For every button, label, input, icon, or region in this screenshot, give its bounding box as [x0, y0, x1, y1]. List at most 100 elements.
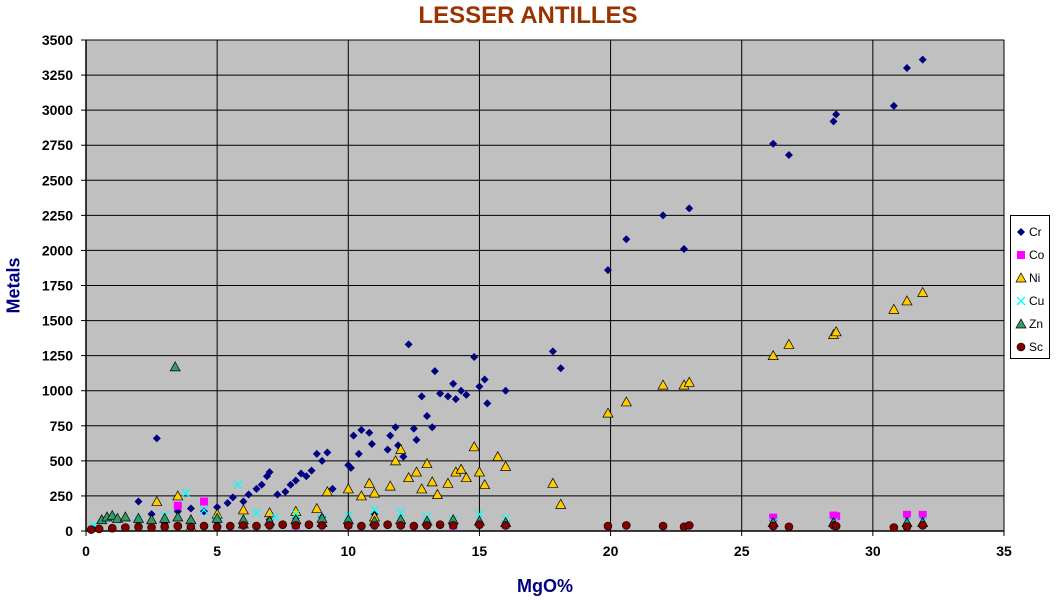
point-sc [918, 521, 927, 530]
point-sc [304, 520, 314, 529]
point-zn [172, 511, 184, 522]
point-ni [442, 477, 454, 488]
point-ni [767, 349, 779, 360]
point-cr [213, 503, 222, 512]
point-ni [431, 488, 444, 499]
legend-marker-zn-icon [1015, 317, 1027, 328]
legend-marker-cu-icon [1016, 296, 1026, 305]
point-ni [657, 379, 669, 390]
point-sc [902, 522, 912, 532]
point-sc [199, 521, 209, 531]
legend-marker [1016, 342, 1026, 351]
y-tick-label: 2750 [42, 137, 73, 153]
point-ni [384, 480, 396, 491]
point-ni [368, 487, 381, 498]
y-tick-label: 3000 [42, 102, 73, 118]
point-sc [831, 521, 841, 531]
point-sc [768, 521, 778, 531]
point-cr [622, 235, 631, 244]
point-sc [343, 521, 353, 530]
legend-marker-sc-icon [1016, 342, 1026, 351]
point-ni [426, 476, 438, 487]
point-cr [475, 382, 484, 391]
legend-item-zn: Zn [1011, 312, 1049, 335]
y-tick-label: 750 [50, 418, 74, 434]
y-tick-label: 250 [50, 488, 74, 504]
point-cr [273, 490, 282, 499]
point-sc [107, 523, 117, 533]
point-cr [297, 469, 306, 478]
point-ni [410, 466, 423, 477]
point-sc [265, 521, 274, 530]
y-axis-label: Metals [3, 257, 24, 314]
y-tick-label: 1500 [42, 313, 73, 329]
x-tick-label: 15 [472, 543, 488, 559]
point-sc [252, 521, 261, 531]
point-sc [134, 522, 143, 532]
point-ni [492, 450, 504, 461]
legend-label: Sc [1029, 339, 1044, 354]
point-sc [658, 521, 668, 531]
point-co [173, 501, 182, 510]
point-ni [620, 396, 632, 407]
y-tick-label: 2500 [42, 172, 73, 188]
point-cr [307, 466, 316, 475]
point-cr [354, 449, 363, 458]
point-sc [86, 525, 96, 534]
point-cr [312, 449, 321, 458]
point-cr [302, 472, 311, 481]
legend-item-cr: Cr [1011, 220, 1049, 243]
legend-label: Zn [1029, 316, 1044, 331]
point-sc [889, 523, 899, 532]
point-cr [443, 392, 452, 401]
legend-marker [1017, 250, 1025, 259]
point-cr [829, 117, 838, 126]
y-tick-label: 2000 [42, 242, 73, 258]
series-sc [86, 520, 927, 534]
point-sc [147, 523, 156, 532]
point-cr [422, 411, 431, 420]
point-cr [659, 211, 668, 220]
point-cu [370, 505, 379, 515]
point-cr [457, 386, 466, 395]
point-cr [349, 431, 358, 440]
point-cr [451, 395, 460, 404]
point-cr [409, 424, 418, 433]
point-cr [480, 375, 489, 384]
point-ni [783, 338, 795, 349]
point-sc [212, 522, 222, 532]
legend: Cr Co Ni Cu Zn Sc [1010, 215, 1050, 359]
point-sc [186, 522, 196, 532]
point-cr [200, 507, 209, 516]
point-ni [460, 471, 472, 483]
chart-title: LESSER ANTILLES [418, 2, 638, 29]
point-ni [901, 295, 913, 306]
point-ni [342, 483, 354, 494]
point-cr [186, 504, 195, 513]
point-zn [106, 509, 118, 520]
point-cu [270, 512, 280, 522]
point-sc [396, 521, 406, 530]
point-cu [252, 508, 261, 518]
point-cr [428, 423, 437, 432]
point-cr [680, 245, 689, 254]
point-cu [396, 508, 406, 518]
point-cr [318, 456, 327, 465]
point-ni [602, 407, 614, 418]
point-cr [228, 493, 237, 502]
point-sc [603, 521, 613, 531]
point-co [200, 497, 209, 506]
point-sc [278, 520, 288, 529]
legend-marker [1015, 317, 1027, 328]
point-zn [111, 512, 124, 523]
point-cr [889, 101, 898, 110]
point-zn [159, 512, 171, 523]
point-cr [902, 64, 911, 73]
point-sc [291, 521, 301, 530]
point-sc [317, 521, 327, 530]
point-cr [265, 468, 274, 477]
point-sc [409, 521, 419, 531]
point-cr [357, 425, 366, 434]
